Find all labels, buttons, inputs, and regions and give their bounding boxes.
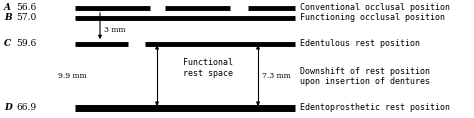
Text: 56.6: 56.6	[16, 4, 36, 13]
Text: 7.3 mm: 7.3 mm	[262, 72, 291, 80]
Text: Conventional occlusal position: Conventional occlusal position	[300, 4, 450, 13]
Text: 3 mm: 3 mm	[104, 26, 126, 34]
Text: 59.6: 59.6	[16, 40, 36, 48]
Text: C: C	[4, 40, 11, 48]
Text: Edentoprosthetic rest position: Edentoprosthetic rest position	[300, 103, 450, 112]
Text: 66.9: 66.9	[16, 103, 36, 112]
Text: 9.9 mm: 9.9 mm	[58, 72, 87, 80]
Text: B: B	[4, 13, 12, 23]
Text: D: D	[4, 103, 12, 112]
Text: Downshift of rest position: Downshift of rest position	[300, 67, 430, 76]
Text: A: A	[4, 4, 11, 13]
Text: Edentulous rest position: Edentulous rest position	[300, 40, 420, 48]
Text: Functional
rest space: Functional rest space	[183, 58, 233, 78]
Text: Functioning occlusal position: Functioning occlusal position	[300, 13, 445, 23]
Text: 57.0: 57.0	[16, 13, 36, 23]
Text: upon insertion of dentures: upon insertion of dentures	[300, 78, 430, 86]
